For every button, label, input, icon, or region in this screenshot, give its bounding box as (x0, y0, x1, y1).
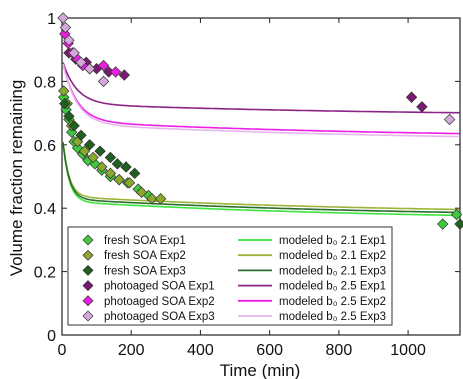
data-point-series-2 (96, 161, 108, 173)
y-tick-label: 1 (47, 11, 56, 28)
model-curve-1 (62, 142, 460, 217)
measured-points (57, 12, 463, 230)
data-point-series-6 (63, 34, 75, 46)
x-tick-label: 0 (58, 342, 67, 359)
plot-frame (61, 17, 461, 336)
data-point-series-3 (94, 145, 106, 157)
data-point-series-6 (59, 21, 72, 34)
legend-model-label-5: modeled b₀ 2.5 Exp2 (279, 296, 386, 308)
axes (61, 17, 461, 336)
data-point-series-6 (68, 47, 80, 59)
legend-label-4: photoaged SOA Exp1 (104, 281, 215, 293)
model-curve-2 (62, 141, 460, 211)
data-point-series-4 (405, 91, 418, 103)
legend: fresh SOA Exp1 fresh SOA Exp2 fresh SOA Ex… (67, 226, 393, 326)
data-point-series-2 (78, 145, 91, 157)
legend-label-2: fresh SOA Exp2 (104, 250, 186, 262)
data-point-series-2 (135, 186, 148, 199)
legend-model-label-3: modeled b₀ 2.1 Exp3 (279, 265, 386, 277)
y-tick-label: 0.4 (34, 201, 56, 218)
y-tick-label: 0 (47, 328, 56, 345)
legend-marker-6 (82, 310, 94, 322)
legend-marker-4 (82, 280, 94, 292)
data-point-series-4 (416, 101, 428, 113)
data-point-series-2 (104, 167, 117, 180)
data-point-series-5 (109, 66, 122, 78)
data-point-series-3 (68, 120, 80, 132)
data-point-series-2 (146, 192, 158, 205)
legend-marker-1 (82, 234, 94, 246)
x-tick-label: 1000 (390, 342, 426, 359)
data-point-series-1 (437, 218, 449, 230)
model-curve-4 (62, 62, 460, 114)
legend-marker-2 (82, 249, 94, 261)
model-curve-6 (62, 63, 460, 138)
data-point-series-3 (454, 218, 463, 230)
y-axis-label: Volume fraction remaining (7, 80, 26, 277)
data-point-series-3 (83, 139, 96, 151)
data-point-series-6 (57, 12, 69, 24)
model-curve-3 (62, 142, 460, 214)
x-tick-label: 200 (118, 342, 145, 359)
y-tick-label: 0.6 (34, 138, 56, 155)
model-curves (62, 62, 460, 217)
data-point-series-6 (83, 63, 96, 75)
data-point-series-6 (443, 113, 456, 126)
data-point-series-2 (123, 177, 136, 189)
data-point-series-3 (128, 167, 141, 180)
data-point-series-3 (75, 129, 87, 141)
data-point-series-3 (63, 110, 75, 122)
x-tick-label: 400 (187, 342, 214, 359)
legend-marker-5 (82, 295, 94, 307)
legend-label-3: fresh SOA Exp3 (104, 265, 186, 277)
x-axis-label: Time (min) (220, 361, 301, 379)
tick-labels: 0 200 400 600 800 1000 0 0.2 0.4 0.6 0.8 1 (34, 11, 426, 359)
legend-model-label-1: modeled b₀ 2.1 Exp1 (279, 235, 386, 247)
data-point-series-5 (97, 59, 110, 72)
legend-label-6: photoaged SOA Exp3 (104, 311, 215, 323)
data-point-series-3 (111, 158, 124, 170)
data-point-series-3 (104, 151, 117, 164)
legend-model-label-2: modeled b₀ 2.1 Exp2 (279, 250, 386, 262)
data-point-series-2 (113, 173, 125, 186)
legend-model-label-6: modeled b₀ 2.5 Exp3 (279, 311, 386, 323)
data-point-series-3 (120, 161, 132, 173)
data-point-series-3 (59, 97, 71, 110)
legend-model-label-4: modeled b₀ 2.5 Exp1 (279, 281, 386, 293)
data-point-series-1 (450, 208, 463, 221)
data-point-series-2 (154, 192, 167, 205)
data-point-series-2 (87, 151, 99, 164)
legend-box (67, 226, 393, 326)
model-curve-5 (62, 63, 460, 135)
y-tick-label: 0.8 (34, 74, 56, 91)
data-point-series-4 (118, 69, 130, 81)
data-point-series-2 (58, 85, 70, 97)
y-tick-label: 0.2 (34, 265, 56, 282)
data-point-series-6 (75, 56, 87, 69)
legend-label-1: fresh SOA Exp1 (104, 235, 186, 247)
x-tick-label: 600 (256, 342, 283, 359)
legend-label-5: photoaged SOA Exp2 (104, 296, 215, 308)
x-tick-label: 800 (326, 342, 353, 359)
legend-marker-3 (82, 264, 94, 276)
data-point-series-6 (97, 75, 110, 88)
